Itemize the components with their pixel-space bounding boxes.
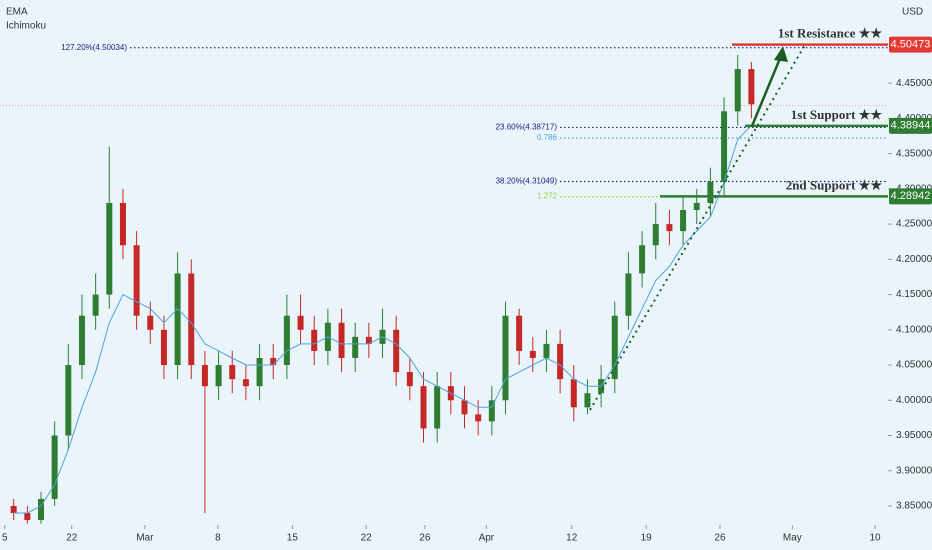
candle-body [557, 343, 564, 380]
candle-body [338, 322, 345, 358]
fib-label: 23.60%(4.38717) [496, 123, 558, 132]
candle-body [201, 365, 208, 387]
candle-body [543, 343, 550, 358]
y-tick-label: 4.20000 [896, 254, 932, 265]
candle-body [133, 245, 140, 316]
candle-body [611, 315, 618, 380]
candle-body [529, 350, 536, 358]
candle-body [365, 336, 372, 344]
fib-label: 0.786 [537, 133, 558, 142]
level-name: 1st Support ★★ [791, 107, 883, 122]
candle-body [242, 379, 249, 387]
candle-body [625, 273, 632, 316]
candle-body [215, 365, 222, 387]
indicator-label: EMA [6, 7, 28, 18]
price-tag-label: 4.38944 [891, 120, 931, 132]
candle-body [680, 210, 687, 232]
x-tick-label: Apr [479, 533, 495, 544]
currency-label: USD [902, 7, 923, 18]
x-tick-label: 8 [215, 533, 221, 544]
candle-body [393, 329, 400, 373]
candle-body [106, 202, 113, 295]
price-tag [889, 36, 932, 53]
x-tick-label: 22 [361, 533, 373, 544]
candle-body [311, 329, 318, 351]
candle-body [78, 315, 85, 366]
candle-body [434, 386, 441, 429]
y-tick-label: 4.25000 [896, 219, 932, 230]
price-tag-label: 4.50473 [891, 38, 931, 50]
x-tick-label: 26 [714, 533, 726, 544]
ema-line [13, 125, 752, 514]
candle-body [256, 357, 263, 387]
candle-body [734, 69, 741, 112]
x-tick-label: 15 [287, 533, 299, 544]
candle-body [65, 365, 72, 436]
candle-body [652, 224, 659, 246]
x-tick-label: 12 [566, 533, 578, 544]
trendline [589, 44, 806, 411]
candle-body [297, 315, 304, 330]
candle-body [570, 379, 577, 408]
x-tick-label: 10 [869, 533, 881, 544]
level-name: 1st Resistance ★★ [778, 26, 883, 41]
candle-body [188, 273, 195, 366]
candle-body [475, 414, 482, 422]
y-tick-label: 4.35000 [896, 148, 932, 159]
candle-body [352, 336, 359, 358]
arrow-head [774, 46, 788, 62]
level-name: 2nd Support ★★ [786, 177, 883, 192]
candle-body [502, 315, 509, 401]
x-tick-label: 19 [641, 533, 653, 544]
candle-body [10, 505, 17, 514]
y-tick-label: 3.95000 [896, 430, 932, 441]
candle-body [420, 386, 427, 429]
x-tick-label: 22 [66, 533, 78, 544]
candle-body [461, 400, 468, 415]
candle-body [51, 435, 58, 499]
candle-body [748, 69, 755, 105]
y-tick-label: 4.00000 [896, 395, 932, 406]
price-tag [889, 117, 932, 134]
x-tick-label: 26 [419, 533, 431, 544]
y-tick-label: 4.10000 [896, 324, 932, 335]
arrow [750, 55, 783, 127]
candle-body [229, 365, 236, 380]
candle-body [488, 400, 495, 422]
candle-body [37, 498, 44, 521]
y-tick-label: 4.45000 [896, 78, 932, 89]
y-tick-label: 4.15000 [896, 289, 932, 300]
candle-body [283, 315, 290, 366]
candle-body [406, 372, 413, 387]
candle-body [147, 315, 154, 330]
price-tag-label: 4.28942 [891, 190, 931, 202]
candle-body [119, 202, 126, 246]
x-tick-label: May [783, 533, 802, 544]
price-tag [889, 188, 932, 205]
y-tick-label: 4.05000 [896, 360, 932, 371]
candle-body [721, 111, 728, 182]
candle-body [666, 224, 673, 232]
candle-body [516, 315, 523, 351]
candle-body [92, 294, 99, 316]
x-tick-label: 5 [2, 533, 8, 544]
candle-body [693, 202, 700, 210]
candle-body [639, 245, 646, 274]
fib-label: 1.272 [537, 192, 558, 201]
y-tick-label: 3.90000 [896, 465, 932, 476]
x-tick-label: Mar [136, 533, 154, 544]
indicator-label: Ichimoku [6, 21, 46, 32]
fib-label: 127.20%(4.50034) [61, 43, 127, 52]
candle-body [707, 181, 714, 203]
fib-label: 38.20%(4.31049) [496, 177, 558, 186]
y-tick-label: 3.85000 [896, 501, 932, 512]
candle-body [174, 273, 181, 366]
candle-body [160, 329, 167, 366]
candle-body [270, 357, 277, 366]
candle-body [584, 393, 591, 408]
candle-body [24, 513, 31, 521]
